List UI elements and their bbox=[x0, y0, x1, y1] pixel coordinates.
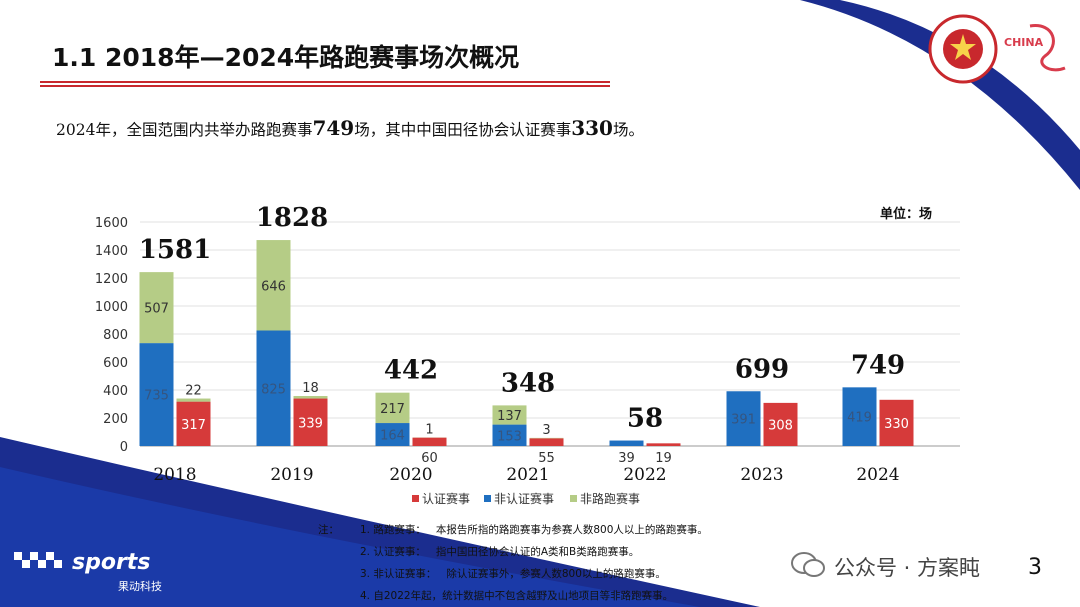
bar-non-certified bbox=[375, 423, 410, 446]
x-tick-label: 2022 bbox=[623, 465, 666, 485]
legend-label: 非认证赛事 bbox=[494, 491, 554, 506]
legend-swatch bbox=[484, 495, 491, 502]
certified-value-label: 317 bbox=[181, 418, 206, 433]
association-logo bbox=[928, 14, 998, 84]
certified-non-road-value-label: 18 bbox=[302, 381, 319, 396]
x-tick-label: 2021 bbox=[506, 465, 549, 485]
bar-certified bbox=[646, 443, 681, 446]
non-certified-value-label: 419 bbox=[847, 411, 872, 426]
y-tick-label: 800 bbox=[103, 328, 128, 343]
bar-non-road bbox=[375, 392, 410, 424]
bar-non-certified bbox=[842, 387, 877, 446]
bar-non-certified bbox=[492, 424, 527, 446]
certified-value-label: 339 bbox=[298, 416, 323, 431]
certified-non-road-value-label: 3 bbox=[542, 423, 550, 438]
non-road-value-label: 137 bbox=[497, 409, 522, 424]
sports-logo: sports 果动科技 bbox=[14, 548, 194, 596]
legend-swatch bbox=[412, 495, 419, 502]
x-tick-label: 2019 bbox=[270, 465, 313, 485]
bar-non-road bbox=[139, 272, 174, 344]
non-road-value-label: 507 bbox=[144, 302, 169, 317]
notes-head: 注： bbox=[318, 524, 339, 536]
certified-value-label: 55 bbox=[538, 451, 555, 466]
total-value-label: 442 bbox=[384, 356, 438, 386]
note-item: 1. 路跑赛事： 本报告所指的路跑赛事为参赛人数800人以上的路跑赛事。 bbox=[360, 524, 708, 536]
x-tick-label: 2018 bbox=[153, 465, 196, 485]
total-value-label: 58 bbox=[627, 404, 663, 434]
unit-label: 单位：场 bbox=[880, 207, 933, 222]
non-certified-value-label: 164 bbox=[380, 429, 405, 444]
non-road-value-label: 646 bbox=[261, 279, 286, 294]
x-tick-label: 2020 bbox=[389, 465, 432, 485]
bar-certified bbox=[293, 398, 328, 446]
note-item: 4. 自2022年起，统计数据中不包含越野及山地项目等非路跑赛事。 bbox=[360, 590, 674, 602]
wechat-icon bbox=[791, 552, 825, 577]
bar-certified-non-road bbox=[176, 398, 211, 402]
note-item: 2. 认证赛事： 指中国田径协会认证的A类和B类路跑赛事。 bbox=[360, 546, 640, 558]
total-value-label: 749 bbox=[851, 350, 905, 380]
corner-decoration-bottom bbox=[0, 437, 760, 607]
china-run-logo: CHINA bbox=[1000, 16, 1076, 80]
bar-certified-non-road bbox=[293, 396, 328, 399]
bar-certified bbox=[412, 437, 447, 446]
y-tick-label: 1200 bbox=[95, 272, 128, 287]
bar-non-certified bbox=[256, 330, 291, 446]
y-tick-label: 200 bbox=[103, 412, 128, 427]
total-value-label: 1828 bbox=[256, 203, 328, 233]
bar-non-road bbox=[256, 240, 291, 331]
note-item: 3. 非认证赛事： 除认证赛事外，参赛人数800以上的路跑赛事。 bbox=[360, 568, 666, 580]
bar-certified bbox=[879, 399, 914, 446]
bar-certified bbox=[176, 401, 211, 446]
legend-label: 认证赛事 bbox=[422, 491, 470, 506]
summary-text: 2024年，全国范围内共举办路跑赛事749场，其中中国田径协会认证赛事330场。 bbox=[56, 116, 644, 140]
bar-certified bbox=[529, 438, 564, 446]
title-underline bbox=[40, 81, 610, 88]
non-certified-value-label: 39 bbox=[618, 451, 635, 466]
wechat-watermark: 公众号 · 方案盹 bbox=[790, 550, 1050, 580]
total-value-label: 1581 bbox=[139, 235, 211, 265]
y-tick-label: 600 bbox=[103, 356, 128, 371]
y-tick-label: 1000 bbox=[95, 300, 128, 315]
non-certified-value-label: 153 bbox=[497, 429, 522, 444]
page-number: 3 bbox=[1028, 555, 1042, 580]
certified-value-label: 19 bbox=[655, 451, 672, 466]
x-tick-label: 2023 bbox=[740, 465, 783, 485]
x-tick-label: 2024 bbox=[856, 465, 899, 485]
non-certified-value-label: 825 bbox=[261, 382, 286, 397]
non-certified-value-label: 735 bbox=[144, 389, 169, 404]
y-tick-label: 1400 bbox=[95, 244, 128, 259]
certified-non-road-value-label: 22 bbox=[185, 384, 202, 399]
certified-non-road-value-label: 1 bbox=[425, 422, 433, 437]
bar-non-certified bbox=[139, 343, 174, 446]
non-certified-value-label: 391 bbox=[731, 413, 756, 428]
y-tick-label: 1600 bbox=[95, 216, 128, 231]
y-tick-label: 0 bbox=[120, 440, 128, 455]
checker-flag-icon bbox=[14, 552, 62, 568]
total-value-label: 348 bbox=[501, 368, 555, 398]
certified-value-label: 330 bbox=[884, 417, 909, 432]
corner-decoration-top bbox=[800, 0, 1080, 190]
non-road-value-label: 217 bbox=[380, 402, 405, 417]
certified-value-label: 60 bbox=[421, 451, 438, 466]
bar-certified bbox=[763, 402, 798, 446]
y-tick-label: 400 bbox=[103, 384, 128, 399]
bar-non-certified bbox=[726, 391, 761, 446]
legend-swatch bbox=[570, 495, 577, 502]
total-value-label: 699 bbox=[735, 354, 789, 384]
bar-non-certified bbox=[609, 440, 644, 446]
legend-label: 非路跑赛事 bbox=[580, 491, 640, 506]
certified-value-label: 308 bbox=[768, 418, 793, 433]
page-title: 1.1 2018年—2024年路跑赛事场次概况 bbox=[52, 43, 520, 72]
bar-non-road bbox=[492, 405, 527, 425]
